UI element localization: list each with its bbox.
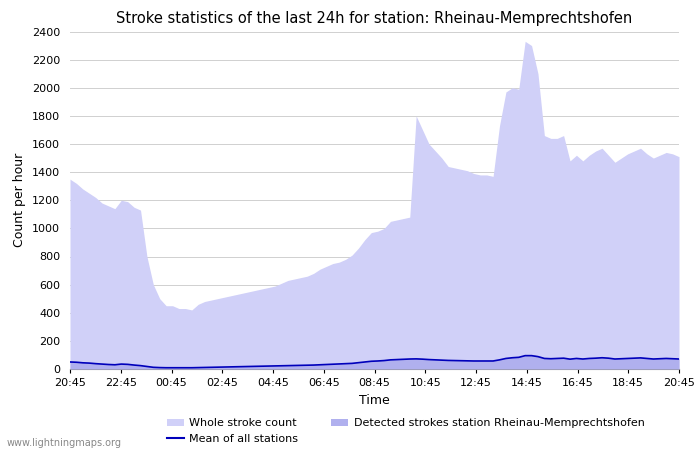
X-axis label: Time: Time xyxy=(359,394,390,407)
Title: Stroke statistics of the last 24h for station: Rheinau-Memprechtshofen: Stroke statistics of the last 24h for st… xyxy=(116,11,633,26)
Y-axis label: Count per hour: Count per hour xyxy=(13,153,27,248)
Legend: Whole stroke count, Mean of all stations, Detected strokes station Rheinau-Mempr: Whole stroke count, Mean of all stations… xyxy=(167,418,645,444)
Text: www.lightningmaps.org: www.lightningmaps.org xyxy=(7,438,122,448)
